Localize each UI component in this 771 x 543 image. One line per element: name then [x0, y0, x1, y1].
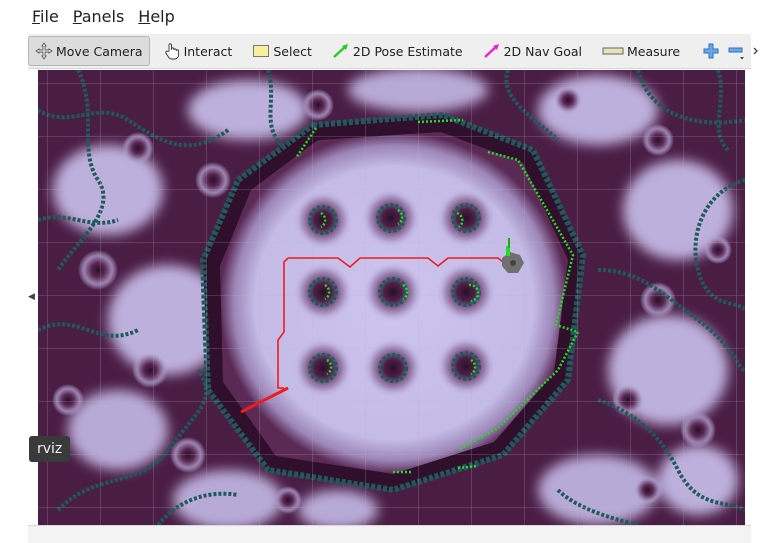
move-camera-label: Move Camera: [56, 43, 143, 59]
pose-arrow: [240, 386, 289, 414]
pose-estimate-tool[interactable]: 2D Pose Estimate: [325, 36, 470, 66]
hand-pointer-icon: [164, 43, 179, 60]
render-viewport[interactable]: [38, 70, 745, 525]
menu-panels[interactable]: Panels: [73, 7, 125, 26]
menu-help-label: elp: [150, 6, 175, 26]
select-tool[interactable]: Select: [245, 36, 319, 66]
magenta-arrow-icon: [483, 44, 499, 58]
more-chevron-icon: [753, 47, 759, 55]
costmap-view: [38, 70, 745, 525]
interact-label: Interact: [183, 43, 233, 59]
menu-help[interactable]: Help: [138, 7, 174, 26]
app-tooltip: rviz: [29, 436, 71, 462]
left-panel-handle[interactable]: ◀: [28, 292, 35, 302]
menu-file-label: ile: [40, 6, 59, 26]
nav-goal-label: 2D Nav Goal: [503, 43, 582, 59]
pillar-grid: [293, 188, 496, 398]
laser-scan: [294, 118, 580, 474]
nav-goal-tool[interactable]: 2D Nav Goal: [476, 36, 589, 66]
measure-tool[interactable]: Measure: [595, 36, 687, 66]
plus-icon: [703, 43, 719, 59]
pose-estimate-label: 2D Pose Estimate: [352, 43, 463, 59]
menu-help-mnemonic: H: [138, 6, 151, 26]
robot-model: [502, 238, 524, 273]
move-camera-tool[interactable]: Move Camera: [28, 36, 150, 66]
menu-panels-mnemonic: P: [72, 6, 82, 26]
select-box-icon: [253, 45, 270, 57]
menu-bar: File Panels Help: [0, 0, 771, 32]
minus-icon: [728, 47, 745, 60]
add-tool-button[interactable]: [703, 38, 719, 64]
ruler-icon: [602, 47, 624, 55]
move-camera-icon: [35, 42, 53, 60]
select-label: Select: [273, 43, 312, 59]
tool-toolbar: Move Camera Interact Select 2D Pose Esti…: [28, 34, 759, 69]
green-arrow-icon: [333, 44, 348, 58]
menu-file[interactable]: File: [32, 7, 59, 26]
menu-panels-label: anels: [81, 6, 125, 26]
remove-tool-button[interactable]: [727, 38, 745, 64]
status-strip: [28, 525, 751, 543]
menu-file-mnemonic: F: [32, 6, 41, 26]
measure-label: Measure: [627, 43, 681, 59]
planned-path: [240, 257, 509, 414]
interact-tool[interactable]: Interact: [156, 36, 240, 66]
more-tools-button[interactable]: [753, 38, 759, 64]
